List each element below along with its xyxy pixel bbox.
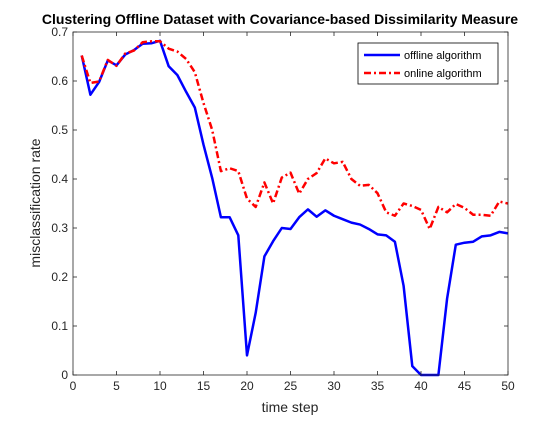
x-tick-label: 10 <box>153 379 167 393</box>
x-axis-label: time step <box>262 399 319 415</box>
online-algorithm-line <box>80 40 509 231</box>
x-tick-label: 20 <box>240 379 254 393</box>
x-tick-label: 30 <box>327 379 341 393</box>
y-tick-label: 0.4 <box>51 172 68 186</box>
y-tick-label: 0.6 <box>51 74 68 88</box>
y-axis-label: misclassification rate <box>27 138 43 267</box>
x-tick-label: 5 <box>113 379 120 393</box>
y-tick-label: 0.2 <box>51 270 68 284</box>
y-tick-label: 0.7 <box>51 25 68 39</box>
x-tick-label: 40 <box>414 379 428 393</box>
y-tick-label: 0.1 <box>51 319 68 333</box>
legend-label-online: online algorithm <box>404 68 482 80</box>
x-tick-label: 35 <box>371 379 385 393</box>
legend-label-offline: offline algorithm <box>404 50 481 62</box>
x-tick-label: 15 <box>197 379 211 393</box>
legend: offline algorithm online algorithm <box>357 42 499 85</box>
y-axis-ticks: 0 0.1 0.2 0.3 0.4 0.5 0.6 0.7 <box>51 25 508 382</box>
x-tick-label: 45 <box>458 379 472 393</box>
x-tick-label: 25 <box>284 379 298 393</box>
y-tick-label: 0.5 <box>51 123 68 137</box>
y-tick-label: 0.3 <box>51 221 68 235</box>
plot-area <box>73 32 508 375</box>
chart-title: Clustering Offline Dataset with Covarian… <box>42 11 518 27</box>
x-tick-label: 50 <box>501 379 515 393</box>
y-tick-label: 0 <box>61 368 68 382</box>
x-tick-label: 0 <box>70 379 77 393</box>
x-axis-ticks: 0 5 10 15 20 25 30 35 40 45 50 <box>70 32 515 393</box>
legend-box <box>357 42 499 85</box>
